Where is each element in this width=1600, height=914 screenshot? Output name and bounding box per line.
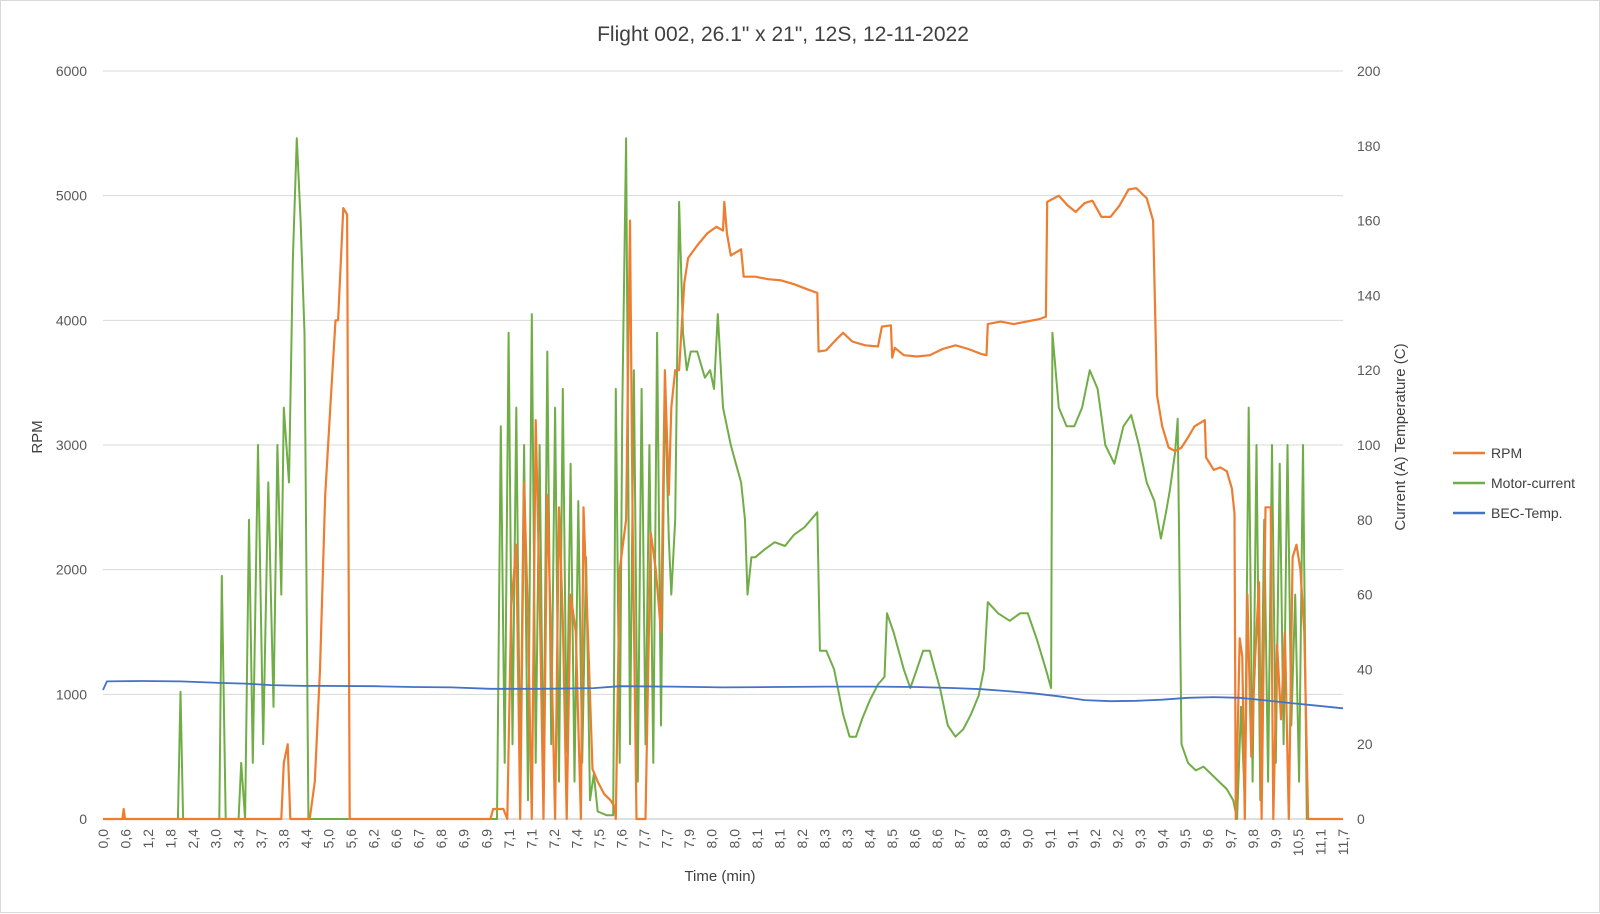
y-axis-left-ticks: 0 1000 2000 3000 4000 5000 6000 — [56, 63, 87, 827]
x-tick-label: 5,0 — [320, 829, 336, 849]
series-motor-current — [103, 137, 1343, 820]
x-tick-label: 8,5 — [884, 829, 900, 849]
x-tick-label: 8,8 — [974, 829, 990, 849]
y-tick-label: 6000 — [56, 63, 87, 79]
y-tick-label: 1000 — [56, 686, 87, 702]
x-tick-label: 4,4 — [298, 829, 314, 849]
x-tick-label: 7,2 — [546, 829, 562, 849]
x-tick-label: 8,9 — [997, 829, 1013, 849]
x-tick-label: 6,8 — [433, 829, 449, 849]
x-tick-label: 0,0 — [95, 829, 111, 849]
chart-title: Flight 002, 26.1" x 21", 12S, 12-11-2022 — [597, 23, 969, 46]
x-tick-label: 8,4 — [862, 829, 878, 849]
x-tick-label: 0,6 — [118, 829, 134, 849]
x-tick-label: 8,3 — [839, 829, 855, 849]
x-tick-label: 8,2 — [794, 829, 810, 849]
x-tick-label: 9,2 — [1087, 829, 1103, 849]
x-tick-label: 11,7 — [1335, 829, 1351, 855]
y2-tick-label: 20 — [1357, 736, 1373, 752]
y-axis-right-ticks: 0 20 40 60 80 100 120 140 160 180 200 — [1357, 63, 1381, 827]
legend-label: Motor-current — [1491, 475, 1575, 491]
x-tick-label: 11,1 — [1312, 829, 1328, 855]
x-tick-label: 9,7 — [1222, 829, 1238, 849]
y2-tick-label: 40 — [1357, 661, 1373, 677]
x-tick-label: 7,6 — [614, 829, 630, 849]
legend-item: BEC-Temp. — [1453, 505, 1563, 521]
x-tick-label: 9,1 — [1042, 829, 1058, 849]
x-tick-label: 9,0 — [1019, 829, 1035, 849]
x-tick-label: 3,8 — [275, 829, 291, 849]
x-tick-label: 8,1 — [749, 829, 765, 849]
series-lines — [102, 137, 1344, 821]
x-tick-label: 7,7 — [659, 829, 675, 849]
legend: RPM Motor-current BEC-Temp. — [1453, 445, 1575, 521]
x-tick-label: 7,5 — [591, 829, 607, 849]
series-bec-temp — [102, 680, 1344, 710]
x-tick-label: 7,1 — [501, 829, 517, 849]
legend-label: RPM — [1491, 445, 1522, 461]
y2-tick-label: 120 — [1357, 362, 1381, 378]
x-tick-label: 7,1 — [523, 829, 539, 849]
y-axis-title: RPM — [29, 420, 46, 453]
y2-tick-label: 180 — [1357, 138, 1381, 154]
x-tick-label: 6,2 — [366, 829, 382, 849]
x-tick-label: 1,8 — [163, 829, 179, 849]
x-tick-label: 9,1 — [1064, 829, 1080, 849]
y-tick-label: 3000 — [56, 437, 87, 453]
x-tick-label: 8,3 — [816, 829, 832, 849]
x-tick-label: 8,6 — [929, 829, 945, 849]
y2-tick-label: 80 — [1357, 512, 1373, 528]
y2-axis-title: Current (A) Temperature (C) — [1392, 343, 1409, 530]
x-tick-label: 9,4 — [1155, 829, 1171, 849]
x-tick-label: 3,0 — [208, 829, 224, 849]
y-tick-label: 4000 — [56, 312, 87, 328]
y-tick-label: 5000 — [56, 188, 87, 204]
y2-tick-label: 0 — [1357, 811, 1365, 827]
x-tick-label: 1,2 — [140, 829, 156, 849]
x-tick-label: 9,2 — [1110, 829, 1126, 849]
x-tick-label: 2,4 — [185, 829, 201, 849]
x-tick-label: 9,9 — [1267, 829, 1283, 849]
legend-item: Motor-current — [1453, 475, 1575, 491]
x-tick-label: 3,7 — [253, 829, 269, 849]
series-rpm — [103, 187, 1343, 821]
x-tick-label: 6,7 — [411, 829, 427, 849]
x-tick-label: 9,8 — [1245, 829, 1261, 849]
x-tick-label: 10,5 — [1290, 829, 1306, 856]
x-tick-label: 8,1 — [771, 829, 787, 849]
y-tick-label: 2000 — [56, 562, 87, 578]
x-tick-label: 8,0 — [704, 829, 720, 849]
x-tick-label: 8,0 — [726, 829, 742, 849]
x-tick-label: 9,3 — [1132, 829, 1148, 849]
x-tick-label: 6,9 — [478, 829, 494, 849]
x-tick-label: 7,4 — [568, 829, 584, 849]
x-tick-label: 6,6 — [388, 829, 404, 849]
x-tick-label: 7,9 — [681, 829, 697, 849]
x-axis-title: Time (min) — [684, 868, 755, 885]
legend-item: RPM — [1453, 445, 1522, 461]
x-tick-label: 9,5 — [1177, 829, 1193, 849]
x-axis-ticks: 0,0 0,6 1,2 1,8 2,4 3,0 3,4 3,7 3,8 4,4 5,0 5,6 6,2 6… — [95, 829, 1351, 856]
grid — [103, 70, 1343, 820]
legend-label: BEC-Temp. — [1491, 505, 1563, 521]
x-tick-label: 8,7 — [952, 829, 968, 849]
x-tick-label: 7,7 — [636, 829, 652, 849]
y2-tick-label: 100 — [1357, 437, 1381, 453]
y2-tick-label: 160 — [1357, 213, 1381, 229]
x-tick-label: 3,4 — [230, 829, 246, 849]
x-tick-label: 6,9 — [456, 829, 472, 849]
x-tick-label: 5,6 — [343, 829, 359, 849]
y2-tick-label: 140 — [1357, 287, 1381, 303]
y2-tick-label: 60 — [1357, 587, 1373, 603]
x-tick-label: 9,6 — [1200, 829, 1216, 849]
y2-tick-label: 200 — [1357, 63, 1381, 79]
x-tick-label: 8,6 — [907, 829, 923, 849]
y-tick-label: 0 — [79, 811, 87, 827]
